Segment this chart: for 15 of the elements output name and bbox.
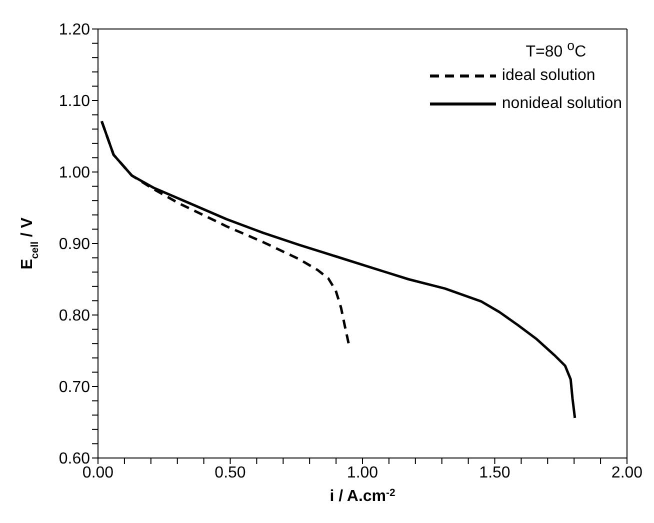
x-tick-label: 1.00 bbox=[346, 464, 378, 482]
y-tick-label: 1.00 bbox=[58, 164, 90, 182]
y-tick-label: 0.70 bbox=[58, 379, 90, 396]
y-tick-label: 1.10 bbox=[58, 93, 90, 110]
y-tick-label: 1.20 bbox=[58, 22, 90, 39]
x-tick-label: 0.50 bbox=[214, 464, 246, 482]
legend-title: T=80 $^{o}$C bbox=[524, 38, 588, 62]
legend-label: nonideal solution bbox=[502, 95, 622, 114]
legend-label: ideal solution bbox=[502, 67, 596, 86]
y-tick-label: 0.80 bbox=[58, 308, 90, 325]
x-axis-title: i / A.cm$^{-2}$ bbox=[330, 488, 396, 505]
x-tick-label: 0.00 bbox=[82, 464, 114, 482]
x-tick-label: 2.00 bbox=[611, 464, 643, 482]
y-tick-label: 0.90 bbox=[58, 236, 90, 254]
x-tick-label: 1.50 bbox=[479, 464, 510, 482]
